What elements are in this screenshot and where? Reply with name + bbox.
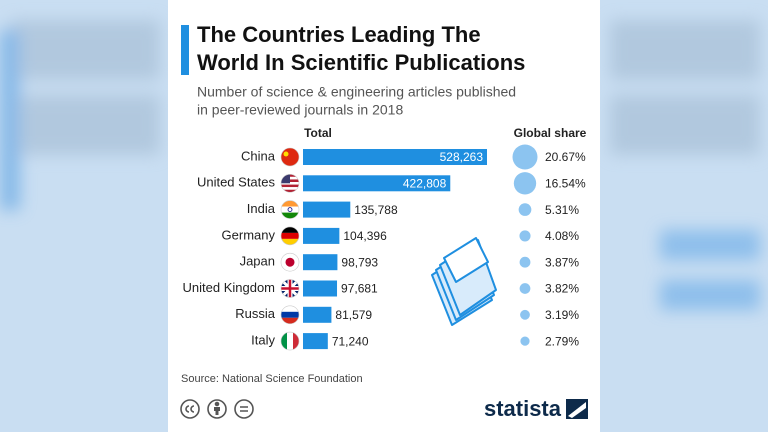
share-bubble (519, 283, 531, 294)
bar (303, 175, 451, 192)
share-label: 3.19% (545, 308, 579, 322)
share-label: 3.87% (545, 255, 579, 269)
value-label: 135,788 (354, 203, 398, 217)
bar (303, 306, 332, 323)
share-bubble (519, 256, 531, 268)
flag-cross (281, 279, 299, 298)
flag-stripe (281, 238, 299, 245)
blurred-backdrop (0, 20, 760, 310)
flag-canton (281, 174, 290, 184)
share-label: 2.79% (545, 334, 579, 348)
flag-stripe (281, 305, 299, 312)
value-label: 528,263 (440, 150, 484, 164)
bar (303, 149, 487, 165)
flag-stripe (281, 206, 299, 213)
flag-stripe (281, 226, 299, 233)
flag-stripe (281, 200, 299, 207)
flag-stripe (281, 212, 299, 219)
category-label: Germany (222, 227, 276, 242)
bar (303, 254, 338, 271)
category-label: Italy (251, 333, 275, 348)
flag (281, 253, 299, 272)
flag (281, 200, 299, 219)
column-header: Global share (514, 126, 587, 140)
license-icons (180, 399, 254, 419)
flag-stripe (281, 332, 287, 351)
share-bubble (518, 203, 532, 216)
brand-icon (566, 399, 588, 419)
flag-outline (280, 147, 300, 167)
share-label: 4.08% (545, 229, 579, 243)
chart-title: The Countries Leading The (197, 22, 481, 47)
share-label: 5.31% (545, 203, 579, 217)
share-bubble (513, 172, 537, 195)
flag-disc (285, 257, 295, 267)
card (168, 0, 600, 432)
flag-outline (280, 252, 300, 272)
value-label: 71,240 (332, 334, 369, 348)
source: Source: National Science Foundation (181, 373, 363, 385)
share-bubble (512, 144, 538, 170)
share-label: 20.67% (545, 150, 586, 164)
share-bubble (520, 336, 530, 346)
category-label: China (241, 148, 276, 163)
chart-subtitle: Number of science & engineering articles… (197, 84, 516, 100)
flag (281, 148, 299, 166)
flag-stripe (281, 232, 299, 239)
flag (281, 226, 299, 245)
bar (303, 333, 328, 350)
value-label: 97,681 (341, 282, 378, 296)
value-label: 81,579 (335, 308, 372, 322)
share-bubble (519, 230, 531, 242)
category-label: Japan (240, 254, 275, 269)
value-label: 104,396 (343, 229, 387, 243)
flag-wheel (287, 207, 293, 213)
category-label: Russia (235, 306, 276, 321)
flag (281, 279, 299, 298)
flag (281, 305, 299, 324)
category-label: United Kingdom (183, 280, 276, 295)
flag-outline (280, 279, 300, 298)
brand-logo: statista (484, 396, 562, 421)
flag-stripe (281, 184, 299, 188)
flag-stripe (287, 332, 293, 351)
chart-subtitle: in peer-reviewed journals in 2018 (197, 102, 403, 118)
share-bubble (520, 309, 530, 320)
chart-title: World In Scientific Publications (197, 50, 525, 75)
flag-star (283, 151, 289, 157)
flag-outline (280, 200, 300, 219)
bar (303, 201, 351, 218)
share-label: 3.82% (545, 282, 579, 296)
flag-stripe (281, 311, 299, 318)
flag-stripe (281, 317, 299, 324)
flag-outline (280, 305, 300, 325)
bar (303, 280, 338, 297)
flag-stripe (281, 189, 299, 193)
flag (281, 174, 299, 193)
category-label: United States (197, 175, 276, 190)
flag-outline (280, 174, 300, 193)
bar (303, 227, 340, 244)
flag-outline (280, 226, 300, 246)
title-accent (181, 25, 189, 75)
flag-stripe (281, 187, 299, 190)
value-label: 98,793 (341, 255, 378, 269)
flag-stripe (293, 332, 299, 351)
value-label: 422,808 (403, 176, 447, 190)
flag-outline (280, 331, 300, 351)
share-label: 16.54% (545, 176, 586, 190)
papers-illustration (431, 237, 497, 326)
category-label: India (247, 201, 276, 216)
flag (281, 332, 299, 351)
column-header: Total (304, 126, 332, 140)
